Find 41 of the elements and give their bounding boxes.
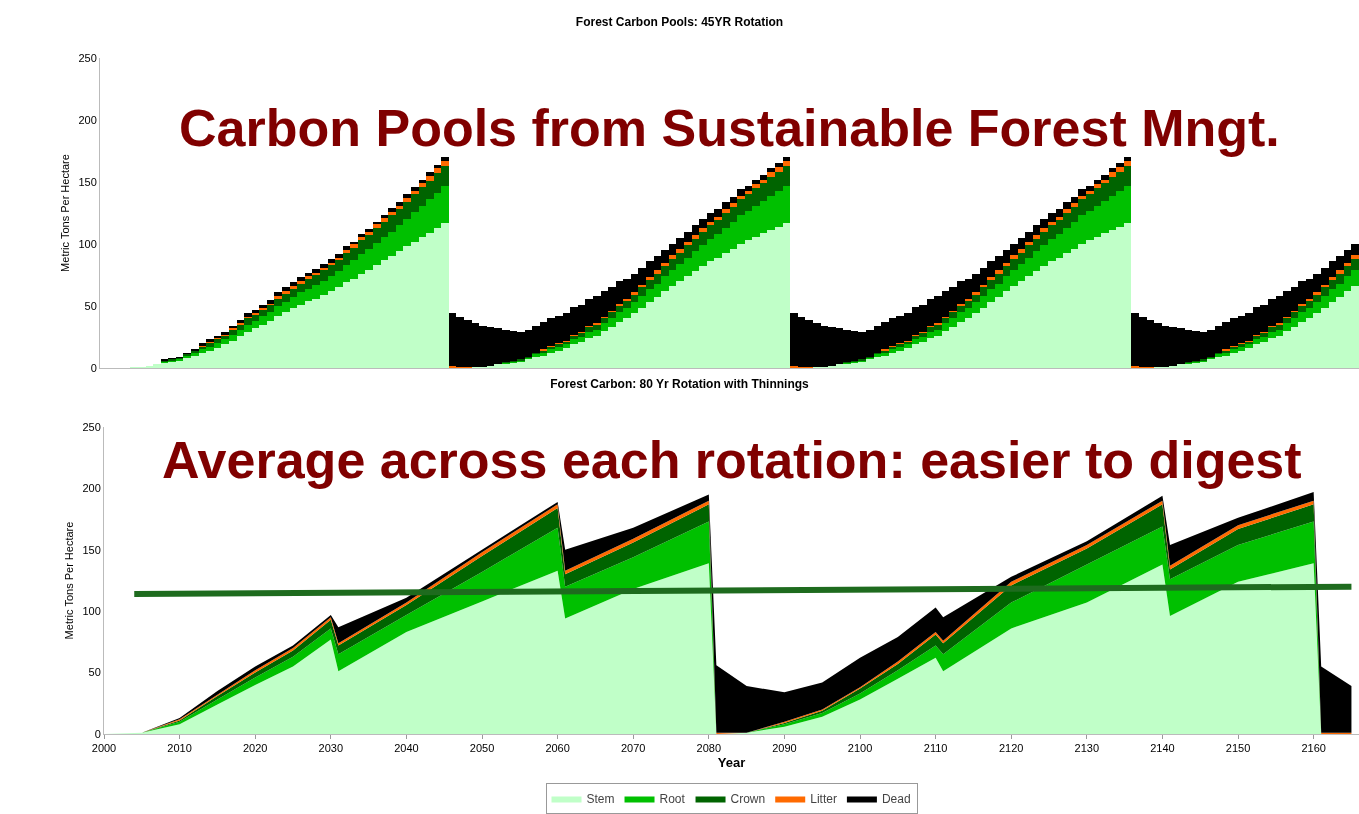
annotation: Carbon Pools from Sustainable Forest Mngt. [179,99,1280,157]
y-tick-label: 150 [78,175,97,188]
x-tick-label: 2040 [394,742,419,755]
x-tick-label: 2090 [772,742,797,755]
x-tick-label: 2010 [167,742,192,755]
legend-label: Litter [810,792,837,807]
annotation: Average across each rotation: easier to digest [162,431,1302,489]
y-tick-label: 200 [78,113,97,126]
y-tick-label: 0 [90,361,97,374]
x-tick-label: 2020 [242,742,268,755]
x-tick-label: 2030 [318,742,344,755]
chart-title: Forest Carbon: 80 Yr Rotation with Thinnings [550,377,810,392]
y-tick-label: 250 [82,420,101,433]
x-tick-label: 2160 [1301,742,1326,755]
x-tick-label: 2100 [847,742,873,755]
x-tick-label: 2080 [696,742,722,755]
y-tick-label: 100 [78,237,97,250]
y-tick-label: 250 [78,51,97,64]
legend-label: Crown [730,792,766,807]
y-axis-title: Metric Tons Per Hectare [59,154,72,272]
y-tick-label: 200 [82,482,101,495]
y-axis-title: Metric Tons Per Hectare [63,521,76,640]
y-tick-label: 50 [88,666,101,679]
x-tick-label: 2110 [923,742,948,755]
x-tick-label: 2060 [545,742,570,755]
y-tick-label: 0 [94,727,101,740]
legend-label: Dead [881,792,911,807]
y-tick-label: 50 [84,299,97,312]
y-tick-label: 100 [82,605,101,618]
x-tick-label: 2000 [91,742,117,755]
x-tick-label: 2120 [998,742,1024,755]
x-tick-label: 2150 [1225,742,1251,755]
x-tick-label: 2050 [469,742,495,755]
x-axis-title: Year [717,754,746,770]
chart-title: Forest Carbon Pools: 45YR Rotation [575,15,784,30]
x-tick-label: 2140 [1150,742,1175,755]
legend-label: Root [659,792,686,807]
x-tick-label: 2070 [620,742,646,755]
x-tick-label: 2130 [1074,742,1100,755]
y-tick-label: 150 [82,543,101,556]
legend-label: Stem [586,792,615,807]
